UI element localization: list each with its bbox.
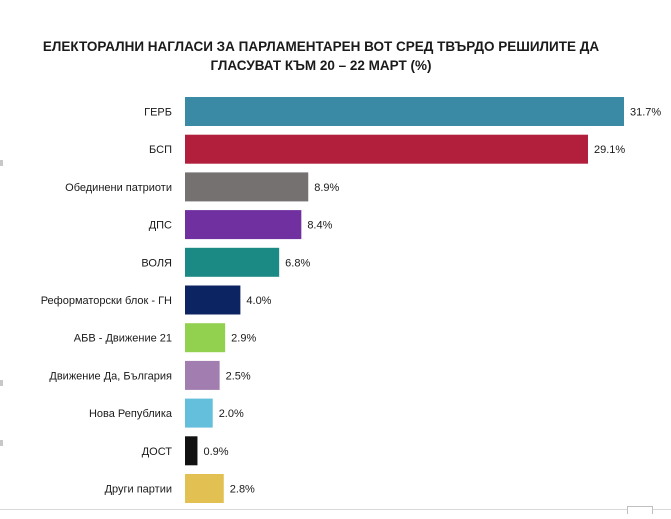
data-label: 2.9% (231, 333, 256, 345)
category-label: ГЕРБ (144, 107, 172, 119)
bars: ГЕРБ 31.7% БСП 29.1% Обединени патриоти 8.9% Д… (41, 97, 661, 503)
bottom-divider (0, 509, 671, 510)
chart-title-line-2: ГЛАСУВАТ КЪМ 20 – 22 МАРТ (%) (211, 58, 432, 73)
bar (185, 436, 198, 466)
data-label: 2.8% (230, 484, 255, 496)
bar (185, 247, 280, 277)
category-label: Движение Да, България (49, 370, 172, 382)
category-label: БСП (149, 144, 172, 156)
data-label: 29.1% (594, 144, 625, 156)
data-label: 31.7% (630, 107, 661, 119)
chart-title-line-1: ЕЛЕКТОРАЛНИ НАГЛАСИ ЗА ПАРЛАМЕНТАРЕН ВОТ… (43, 39, 599, 54)
left-edge-mark (0, 440, 3, 446)
category-label: Реформаторски блок - ГН (41, 295, 172, 307)
bar (185, 210, 302, 240)
category-label: Обединени патриоти (65, 182, 172, 194)
left-edge-mark (0, 380, 3, 386)
data-label: 8.9% (314, 182, 339, 194)
left-edge-mark (0, 160, 3, 166)
category-label: Нова Република (89, 408, 173, 420)
bar (185, 134, 588, 164)
data-label: 2.0% (219, 408, 244, 420)
corner-control (627, 506, 653, 514)
category-label: Други партии (105, 484, 172, 496)
bar (185, 474, 224, 503)
category-label: ВОЛЯ (141, 257, 172, 269)
bar (185, 97, 624, 126)
data-label: 2.5% (226, 370, 251, 382)
category-label: АБВ - Движение 21 (74, 333, 172, 345)
data-label: 0.9% (203, 446, 228, 458)
data-label: 4.0% (246, 295, 271, 307)
bar (185, 398, 213, 428)
bar (185, 172, 309, 202)
bar (185, 360, 220, 390)
data-label: 8.4% (307, 220, 332, 232)
bar (185, 285, 241, 315)
category-label: ДПС (149, 220, 172, 232)
data-label: 6.8% (285, 257, 310, 269)
category-label: ДОСТ (142, 446, 173, 458)
bar (185, 323, 226, 353)
